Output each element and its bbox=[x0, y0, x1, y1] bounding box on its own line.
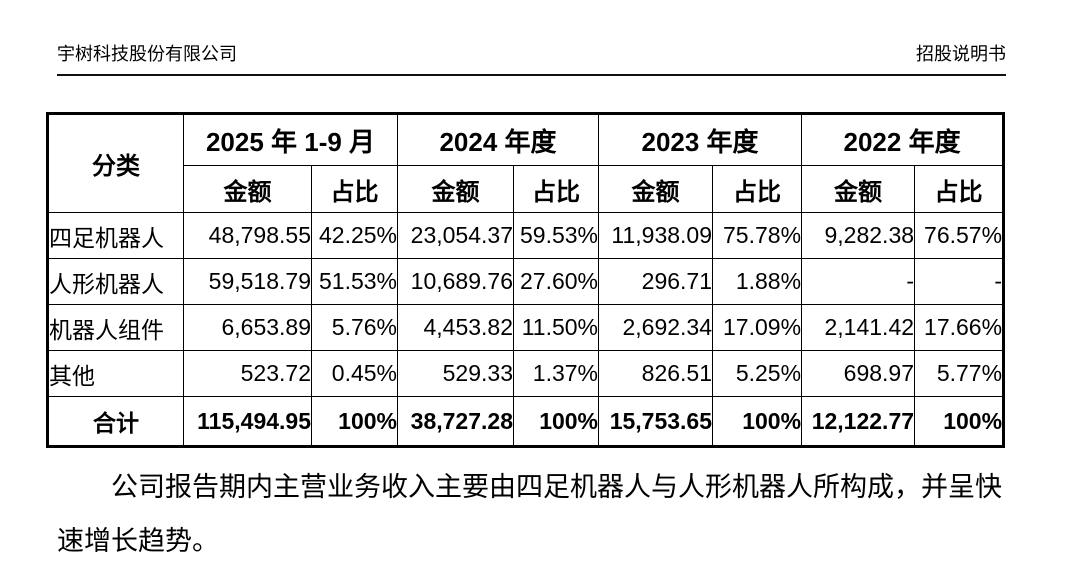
period-header-2025: 2025 年 1-9 月 bbox=[183, 113, 398, 166]
amount-cell: 48,798.55 bbox=[183, 212, 312, 259]
ratio-cell: 5.76% bbox=[311, 304, 398, 351]
period-header-2022: 2022 年度 bbox=[801, 113, 1005, 166]
amount-cell: 826.51 bbox=[598, 350, 714, 397]
table-row-quadruped-robots: 四足机器人 48,798.55 42.25% 23,054.37 59.53% … bbox=[47, 212, 1005, 259]
amount-cell: 38,727.28 bbox=[397, 396, 514, 447]
amount-cell: 59,518.79 bbox=[183, 258, 312, 305]
amount-cell: 9,282.38 bbox=[801, 212, 916, 259]
amount-cell: 2,692.34 bbox=[598, 304, 714, 351]
amount-cell: 23,054.37 bbox=[397, 212, 514, 259]
ratio-cell: 42.25% bbox=[311, 212, 398, 259]
table-row-robot-components: 机器人组件 6,653.89 5.76% 4,453.82 11.50% 2,6… bbox=[47, 304, 1005, 351]
ratio-cell: 100% bbox=[914, 396, 1005, 447]
table-row-humanoid-robots: 人形机器人 59,518.79 51.53% 10,689.76 27.60% … bbox=[47, 258, 1005, 305]
amount-header-2025: 金额 bbox=[183, 165, 312, 213]
ratio-cell: 76.57% bbox=[914, 212, 1005, 259]
category-cell: 人形机器人 bbox=[47, 258, 184, 305]
table-row-total: 合计 115,494.95 100% 38,727.28 100% 15,753… bbox=[47, 396, 1005, 447]
amount-cell: 523.72 bbox=[183, 350, 312, 397]
amount-cell: 296.71 bbox=[598, 258, 714, 305]
table-row-other: 其他 523.72 0.45% 529.33 1.37% 826.51 5.25… bbox=[47, 350, 1005, 397]
revenue-breakdown-table: 分类 2025 年 1-9 月 2024 年度 2023 年度 2022 年度 … bbox=[46, 112, 1006, 448]
document-page: 宇树科技股份有限公司 招股说明书 分类 2025 年 1-9 月 2024 年度… bbox=[0, 40, 1080, 570]
amount-cell: 115,494.95 bbox=[183, 396, 312, 447]
amount-cell: 6,653.89 bbox=[183, 304, 312, 351]
ratio-cell: - bbox=[914, 258, 1005, 305]
amount-cell: 12,122.77 bbox=[801, 396, 916, 447]
ratio-header-2022: 占比 bbox=[914, 165, 1005, 213]
ratio-cell: 5.25% bbox=[712, 350, 803, 397]
category-cell: 四足机器人 bbox=[47, 212, 184, 259]
category-cell: 机器人组件 bbox=[47, 304, 184, 351]
amount-cell: 698.97 bbox=[801, 350, 916, 397]
ratio-cell: 17.09% bbox=[712, 304, 803, 351]
subheader-row: 金额 占比 金额 占比 金额 占比 金额 占比 bbox=[48, 165, 1005, 213]
ratio-cell: 11.50% bbox=[512, 304, 600, 351]
document-type-label: 招股说明书 bbox=[916, 44, 1006, 64]
category-column-header: 分类 bbox=[47, 113, 184, 213]
ratio-cell: 59.53% bbox=[512, 212, 600, 259]
ratio-cell: 1.88% bbox=[712, 258, 803, 305]
ratio-header-2023: 占比 bbox=[712, 165, 803, 213]
ratio-cell: 17.66% bbox=[914, 304, 1005, 351]
amount-cell: 2,141.42 bbox=[801, 304, 916, 351]
amount-cell: 10,689.76 bbox=[397, 258, 514, 305]
amount-header-2022: 金额 bbox=[801, 165, 916, 213]
amount-cell: 529.33 bbox=[397, 350, 514, 397]
ratio-cell: 27.60% bbox=[512, 258, 600, 305]
ratio-cell: 0.45% bbox=[311, 350, 398, 397]
category-cell: 其他 bbox=[47, 350, 184, 397]
period-header-2024: 2024 年度 bbox=[396, 113, 600, 166]
period-header-2023: 2023 年度 bbox=[598, 113, 803, 166]
amount-header-2023: 金额 bbox=[598, 165, 714, 213]
amount-cell: - bbox=[801, 258, 916, 305]
total-label-cell: 合计 bbox=[47, 396, 184, 447]
period-header-row: 分类 2025 年 1-9 月 2024 年度 2023 年度 2022 年度 bbox=[47, 113, 1005, 213]
ratio-cell: 100% bbox=[712, 396, 803, 447]
ratio-cell: 100% bbox=[311, 396, 398, 447]
ratio-cell: 5.77% bbox=[914, 350, 1005, 397]
ratio-cell: 1.37% bbox=[512, 350, 600, 397]
ratio-cell: 100% bbox=[512, 396, 600, 447]
amount-header-2024: 金额 bbox=[397, 165, 514, 213]
amount-cell: 15,753.65 bbox=[598, 396, 714, 447]
ratio-cell: 75.78% bbox=[712, 212, 803, 259]
ratio-header-2025: 占比 bbox=[311, 165, 398, 213]
amount-cell: 4,453.82 bbox=[397, 304, 514, 351]
company-name: 宇树科技股份有限公司 bbox=[57, 44, 237, 64]
amount-cell: 11,938.09 bbox=[598, 212, 714, 259]
body-paragraph: 公司报告期内主营业务收入主要由四足机器人与人形机器人所构成，并呈快速增长趋势。 bbox=[57, 472, 1002, 556]
document-header: 宇树科技股份有限公司 招股说明书 bbox=[57, 40, 1006, 76]
ratio-cell: 51.53% bbox=[311, 258, 398, 305]
ratio-header-2024: 占比 bbox=[512, 165, 600, 213]
